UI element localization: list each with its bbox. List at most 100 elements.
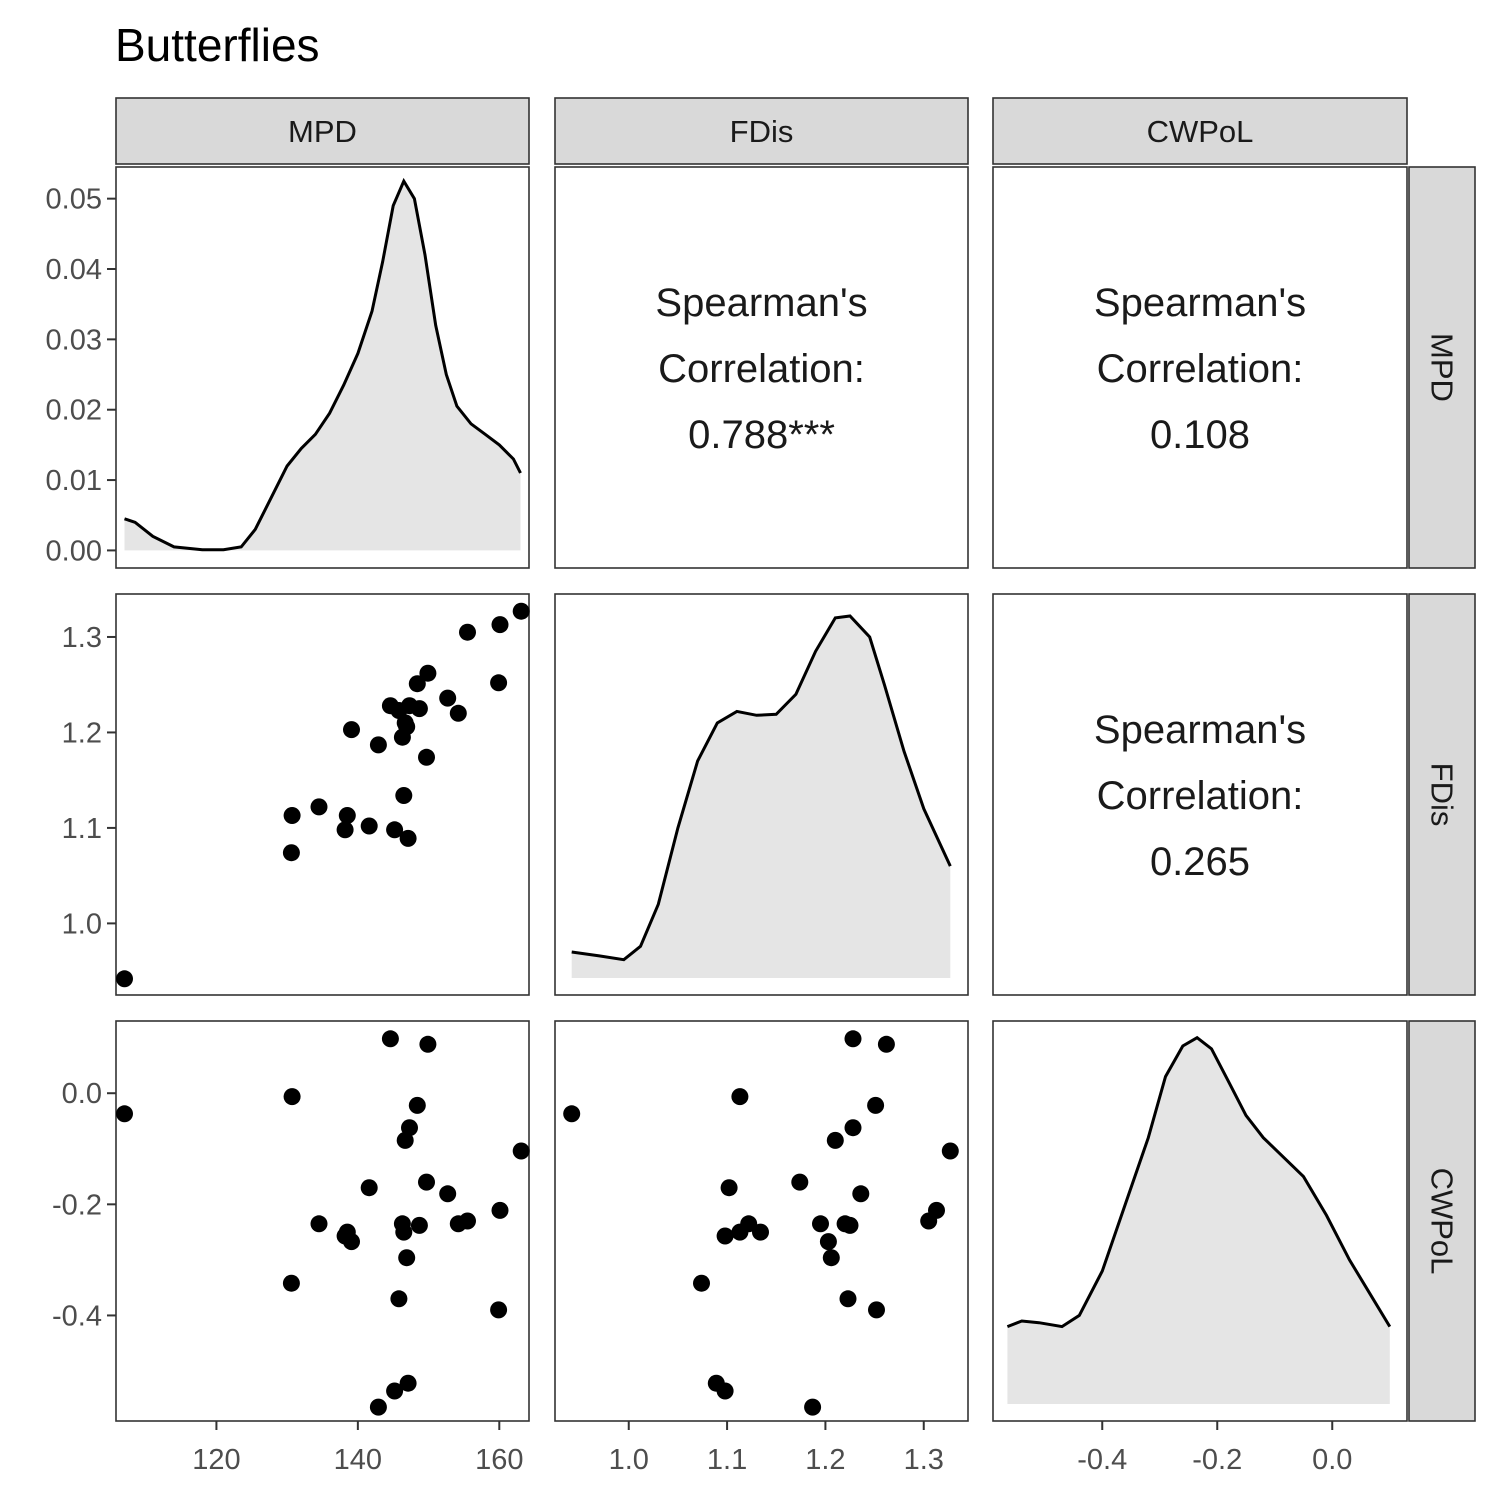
x-tick-label-mpd: 140 xyxy=(334,1444,382,1476)
scatter-point-fdis-mpd xyxy=(282,844,300,862)
strip-right-fdis xyxy=(1408,593,1476,996)
strip-right-label-fdis: FDis xyxy=(1425,763,1460,827)
strip-top-label-mpd: MPD xyxy=(288,114,357,149)
scatter-point-fdis-mpd xyxy=(410,700,428,718)
scatter-point-cwpol-fdis xyxy=(844,1119,862,1137)
y-tick-label-density: 0.04 xyxy=(46,254,102,286)
density-area-mpd xyxy=(124,181,521,551)
chart-marks: Spearman's Correlation: 0.788*** Spearman's… xyxy=(116,177,1392,1416)
scatter-point-cwpol-fdis xyxy=(791,1173,809,1191)
strip-top-fdis xyxy=(554,97,969,165)
scatter-point-cwpol-mpd xyxy=(116,1105,133,1123)
chart-title: Butterflies xyxy=(115,19,320,71)
scatter-point-cwpol-mpd xyxy=(410,1216,428,1234)
scatter-point-fdis-mpd xyxy=(419,664,437,682)
density-curve-cwpol xyxy=(1006,1035,1392,1329)
x-tick-label-fdis: 1.1 xyxy=(707,1444,747,1476)
panel-fdis-mpd xyxy=(115,593,530,996)
density-curve-fdis xyxy=(571,614,952,962)
strip-top-label-fdis: FDis xyxy=(730,114,794,149)
x-tick-label-fdis: 1.0 xyxy=(609,1444,649,1476)
scatter-point-cwpol-fdis xyxy=(804,1398,822,1416)
scatter-point-fdis-mpd xyxy=(283,807,301,824)
axis-ticks: 0.00 0.01 0.02 0.03 0.04 0.05 1.0 1.1 1.2 1.3 -0.4… xyxy=(46,184,1353,1476)
scatter-point-cwpol-mpd xyxy=(310,1215,328,1233)
scatter-point-cwpol-fdis xyxy=(752,1223,769,1241)
y-tick-label-fdis: 1.1 xyxy=(62,813,102,845)
scatter-point-cwpol-fdis xyxy=(836,1215,854,1233)
x-tick-label-mpd: 120 xyxy=(192,1444,240,1476)
x-tick-label-cwpol: 0.0 xyxy=(1312,1444,1352,1476)
scatter-point-fdis-mpd xyxy=(360,817,378,835)
scatter-point-fdis-mpd xyxy=(408,675,426,693)
scatter-point-cwpol-mpd xyxy=(283,1088,301,1106)
scatter-point-fdis-mpd xyxy=(395,787,413,804)
strip-right-label-mpd: MPD xyxy=(1425,333,1460,402)
scatter-point-cwpol-mpd xyxy=(401,1119,418,1137)
scatter-point-cwpol-mpd xyxy=(459,1212,476,1230)
density-curve-mpd xyxy=(124,177,522,552)
strip-top-cwpol xyxy=(992,97,1408,165)
scatter-point-cwpol-fdis xyxy=(844,1030,862,1048)
x-tick-label-fdis: 1.3 xyxy=(904,1444,944,1476)
y-tick-label-fdis: 1.2 xyxy=(62,717,102,749)
correlation-text-fdis-cwpol: Correlation: xyxy=(1097,774,1304,818)
scatter-point-cwpol-mpd xyxy=(343,1233,360,1251)
scatter-point-cwpol-mpd xyxy=(282,1274,300,1292)
strip-right-mpd xyxy=(1408,166,1476,569)
scatter-point-fdis-mpd xyxy=(336,821,354,839)
panel-mpd-cwpol xyxy=(992,166,1408,569)
scatter-point-cwpol-fdis xyxy=(839,1290,857,1308)
scatter-point-fdis-mpd xyxy=(386,821,404,839)
correlation-text-mpd-fdis: Correlation: xyxy=(658,347,865,391)
y-tick-label-cwpol: -0.4 xyxy=(52,1300,102,1332)
correlation-text-fdis-cwpol: 0.265 xyxy=(1150,840,1250,884)
scatter-point-fdis-mpd xyxy=(459,623,476,641)
density-area-fdis xyxy=(571,616,951,978)
panel-fdis-cwpol xyxy=(992,593,1408,996)
scatter-point-cwpol-mpd xyxy=(418,1173,435,1191)
correlation-text-fdis-cwpol: Spearman's xyxy=(1094,708,1306,752)
y-tick-label-density: 0.00 xyxy=(46,535,102,567)
correlation-text-mpd-cwpol: Correlation: xyxy=(1097,347,1304,391)
scatter-point-cwpol-fdis xyxy=(819,1233,837,1251)
scatter-point-cwpol-fdis xyxy=(716,1227,734,1245)
scatter-point-cwpol-fdis xyxy=(852,1185,870,1203)
scatter-point-cwpol-mpd xyxy=(360,1179,378,1197)
correlation-text-mpd-cwpol: Spearman's xyxy=(1094,281,1306,325)
scatter-point-fdis-mpd xyxy=(449,704,467,722)
scatter-point-cwpol-mpd xyxy=(390,1290,408,1308)
scatter-point-cwpol-fdis xyxy=(868,1301,885,1319)
scatter-point-fdis-mpd xyxy=(369,736,387,754)
density-area-cwpol xyxy=(1007,1037,1390,1404)
y-tick-label-density: 0.05 xyxy=(46,184,102,216)
y-tick-label-density: 0.02 xyxy=(46,395,102,427)
y-tick-label-fdis: 1.3 xyxy=(62,622,102,654)
correlation-text-mpd-fdis: 0.788*** xyxy=(688,413,835,457)
strip-right-cwpol xyxy=(1408,1020,1476,1422)
strip-top-label-cwpol: CWPoL xyxy=(1147,114,1254,149)
scatter-point-cwpol-mpd xyxy=(395,1223,413,1241)
scatter-point-fdis-mpd xyxy=(398,718,416,736)
scatter-point-cwpol-fdis xyxy=(731,1088,749,1106)
scatter-point-cwpol-mpd xyxy=(369,1398,387,1416)
scatter-point-cwpol-fdis xyxy=(826,1131,844,1149)
scatter-point-fdis-mpd xyxy=(338,807,356,824)
scatter-point-cwpol-mpd xyxy=(491,1201,509,1219)
scatter-point-fdis-mpd xyxy=(343,721,360,739)
scatter-point-cwpol-fdis xyxy=(941,1142,959,1160)
scatter-point-fdis-mpd xyxy=(116,970,133,988)
strip-top-mpd xyxy=(115,97,530,165)
scatter-point-cwpol-fdis xyxy=(822,1249,840,1267)
scatter-point-cwpol-fdis xyxy=(867,1096,885,1114)
correlation-text-mpd-fdis: Spearman's xyxy=(655,281,867,325)
scatter-point-cwpol-fdis xyxy=(928,1201,945,1219)
panel-cwpol-fdis xyxy=(554,1020,969,1422)
scatter-point-cwpol-mpd xyxy=(398,1249,416,1267)
y-tick-label-density: 0.03 xyxy=(46,324,102,356)
scatter-point-cwpol-fdis xyxy=(563,1105,581,1123)
scatter-point-cwpol-mpd xyxy=(439,1185,457,1203)
scatter-point-cwpol-fdis xyxy=(812,1215,829,1233)
